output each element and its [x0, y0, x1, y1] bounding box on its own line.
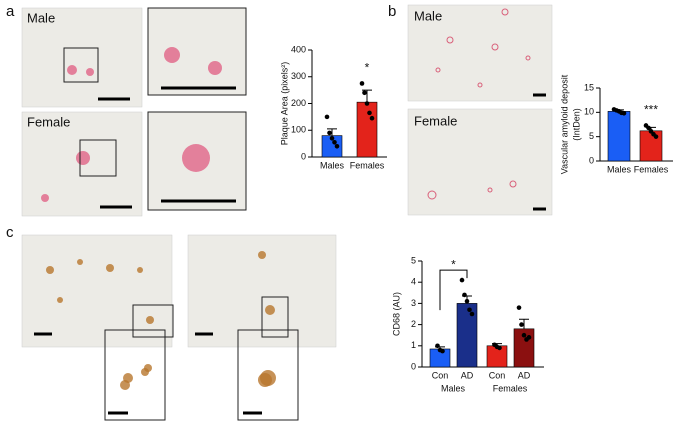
- image-label: Female: [414, 113, 457, 128]
- data-point: [369, 115, 375, 121]
- data-point: [334, 144, 340, 149]
- data-point: [327, 130, 332, 136]
- data-point: [653, 134, 659, 139]
- data-point: [519, 322, 524, 327]
- x-tick-label: Males: [320, 160, 345, 170]
- group-label: Females: [493, 383, 528, 393]
- micrographs: [21, 4, 553, 421]
- y-axis-label: Vascular amyloid deposit: [559, 74, 569, 174]
- y-axis-label: (IntDen): [571, 108, 581, 141]
- y-tick-label: 3: [411, 298, 416, 308]
- y-tick-label: 200: [291, 98, 306, 108]
- image-label: Female: [27, 114, 70, 129]
- y-tick-label: 100: [291, 125, 306, 135]
- x-tick-label: Females: [634, 164, 669, 174]
- bar: [639, 130, 663, 162]
- data-point: [329, 135, 335, 141]
- error-bar: [362, 89, 372, 103]
- data-point: [459, 277, 465, 283]
- data-point: [621, 111, 627, 116]
- y-tick-label: 0: [301, 151, 306, 161]
- x-tick-label: AD: [461, 370, 474, 380]
- group-label: Males: [441, 383, 466, 393]
- data-point: [469, 311, 475, 317]
- data-point: [646, 125, 651, 131]
- x-tick-label: AD: [518, 370, 531, 380]
- x-tick-label: Con: [432, 370, 449, 380]
- panel-label: b: [388, 3, 396, 20]
- data-point: [462, 292, 467, 298]
- data-point: [464, 298, 470, 304]
- data-point: [435, 343, 440, 349]
- significance-label: ***: [644, 103, 658, 117]
- y-tick-label: 10: [584, 107, 594, 117]
- bar: [356, 101, 378, 158]
- panel-label: c: [6, 224, 14, 241]
- data-point: [467, 307, 472, 313]
- data-point: [359, 81, 365, 86]
- data-point: [516, 305, 522, 310]
- error-bar: [327, 128, 337, 136]
- data-point: [367, 110, 372, 116]
- data-point: [526, 335, 532, 340]
- data-point: [324, 114, 330, 120]
- data-point: [364, 101, 370, 106]
- significance-label: *: [451, 257, 456, 271]
- x-tick-label: Con: [489, 370, 506, 380]
- bar: [607, 111, 631, 162]
- y-tick-label: 400: [291, 44, 306, 54]
- y-tick-label: 300: [291, 71, 306, 81]
- x-tick-label: Females: [350, 160, 385, 170]
- data-point: [521, 332, 527, 338]
- y-tick-label: 1: [411, 340, 416, 350]
- data-point: [362, 90, 367, 96]
- data-point: [440, 348, 445, 354]
- y-tick-label: 5: [411, 255, 416, 265]
- y-axis-label: Plaque Area (pixels²): [279, 62, 289, 146]
- y-tick-label: 0: [589, 155, 594, 165]
- data-point: [332, 139, 337, 145]
- y-tick-label: 0: [411, 361, 416, 371]
- data-point: [497, 345, 502, 351]
- y-tick-label: 4: [411, 277, 416, 287]
- image-label: Male: [27, 10, 55, 25]
- y-axis-label: CD68 (AU): [391, 292, 401, 336]
- image-label: Male: [414, 8, 442, 23]
- significance-bracket: [439, 269, 468, 311]
- x-tick-label: Males: [607, 164, 632, 174]
- y-tick-label: 15: [584, 82, 594, 92]
- y-tick-label: 5: [589, 131, 594, 141]
- significance-label: *: [365, 61, 370, 75]
- error-bar: [519, 318, 529, 329]
- y-tick-label: 2: [411, 319, 416, 329]
- panel-label: a: [6, 3, 15, 20]
